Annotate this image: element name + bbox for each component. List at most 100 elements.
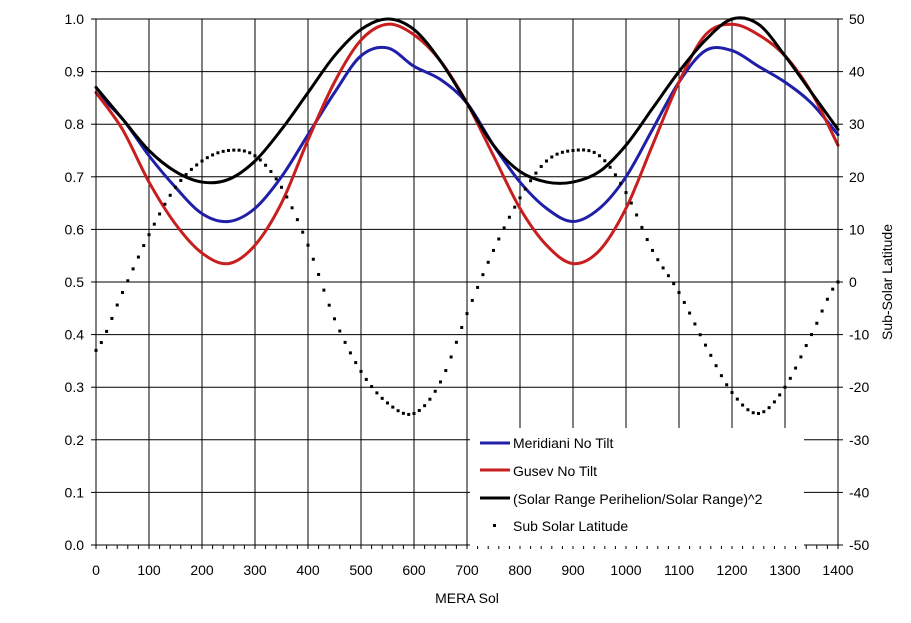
data-point xyxy=(672,282,676,286)
x-tick-label: 1200 xyxy=(716,562,747,578)
x-tick-label: 200 xyxy=(190,562,214,578)
data-point xyxy=(158,212,162,216)
data-point xyxy=(725,383,729,387)
x-tick-label: 1000 xyxy=(610,562,641,578)
y2-tick-label: 40 xyxy=(849,64,865,80)
data-point xyxy=(274,177,278,181)
data-point xyxy=(189,167,193,171)
data-point xyxy=(741,403,745,407)
data-point xyxy=(698,333,702,337)
data-point xyxy=(645,238,649,242)
y-tick-label: 0.9 xyxy=(65,64,85,80)
data-point xyxy=(550,155,554,159)
y2-tick-label: 10 xyxy=(849,221,865,237)
legend: Meridiani No Tilt Gusev No Tilt (Solar R… xyxy=(470,428,804,546)
data-point xyxy=(295,218,299,222)
data-point xyxy=(529,179,533,183)
data-point xyxy=(666,274,670,278)
data-point xyxy=(513,205,517,209)
data-point xyxy=(391,405,395,409)
data-point xyxy=(783,385,787,389)
data-point xyxy=(232,148,236,152)
data-point xyxy=(348,351,352,355)
data-point xyxy=(147,233,151,237)
data-point xyxy=(205,156,209,160)
x-tick-label: 100 xyxy=(137,562,161,578)
data-point xyxy=(582,148,586,152)
data-point xyxy=(131,267,135,271)
data-point xyxy=(317,273,321,277)
data-point xyxy=(211,153,215,157)
data-point xyxy=(815,321,819,325)
data-point xyxy=(497,237,501,241)
data-point xyxy=(359,369,363,373)
legend-label-meridiani: Meridiani No Tilt xyxy=(513,435,613,451)
data-point xyxy=(470,298,474,302)
data-point xyxy=(412,412,416,415)
data-point xyxy=(136,255,140,259)
x-tick-label: 700 xyxy=(455,562,479,578)
data-point xyxy=(476,285,480,289)
y-tick-label: 0.3 xyxy=(65,379,85,395)
legend-swatch-subsolar xyxy=(493,524,496,527)
data-point xyxy=(99,341,103,345)
y2-tick-label: -40 xyxy=(849,484,869,500)
legend-label-subsolar: Sub Solar Latitude xyxy=(513,518,628,534)
data-point xyxy=(264,163,268,167)
data-point xyxy=(327,303,331,307)
data-point xyxy=(788,376,792,380)
data-point xyxy=(794,366,798,370)
y-axis-ticks: 0.0 0.1 0.2 0.3 0.4 0.5 0.6 0.7 0.8 0.9 1.0 xyxy=(65,11,96,553)
data-point xyxy=(772,400,776,404)
data-point xyxy=(746,408,750,412)
data-point xyxy=(492,248,495,252)
data-point xyxy=(539,164,543,168)
data-point xyxy=(184,173,188,177)
data-point xyxy=(624,191,628,195)
data-point xyxy=(810,333,813,337)
data-point xyxy=(152,222,156,226)
data-point xyxy=(168,193,172,197)
data-point xyxy=(401,411,405,415)
x-tick-label: 800 xyxy=(508,562,532,578)
data-point xyxy=(523,187,527,191)
x-tick-label: 1100 xyxy=(664,562,694,578)
data-point xyxy=(560,150,564,154)
data-point xyxy=(195,163,199,167)
data-point xyxy=(608,165,612,169)
data-point xyxy=(661,266,665,270)
data-point xyxy=(280,185,283,189)
data-point xyxy=(820,309,824,313)
data-point xyxy=(115,303,119,307)
series-group xyxy=(94,16,840,416)
x-axis-ticks: 0 100 200 300 400 500 600 700 800 900 1000 1100 1200… xyxy=(92,545,854,578)
legend-label-solar-range: (Solar Range Perihelion/Solar Range)^2 xyxy=(513,491,763,507)
x-tick-label: 1300 xyxy=(769,562,800,578)
data-point xyxy=(688,311,692,315)
y-tick-label: 0.5 xyxy=(65,274,85,290)
data-point xyxy=(571,149,575,152)
data-point xyxy=(333,317,336,321)
y-tick-label: 0.2 xyxy=(65,432,85,448)
data-point xyxy=(242,149,246,153)
data-point xyxy=(121,291,124,295)
data-point xyxy=(439,380,442,384)
legend-box xyxy=(470,428,804,546)
data-point xyxy=(757,412,760,415)
x-tick-label: 500 xyxy=(349,562,373,578)
data-point xyxy=(799,355,803,359)
x-tick-label: 1400 xyxy=(822,562,853,578)
data-point xyxy=(592,150,596,154)
data-point xyxy=(306,243,310,247)
data-point xyxy=(322,288,326,292)
data-point xyxy=(364,377,368,381)
data-point xyxy=(598,154,601,158)
data-point xyxy=(433,389,437,393)
y2-axis-label: Sub-Solar Latitude xyxy=(879,224,895,340)
data-point xyxy=(719,374,723,378)
y2-tick-label: -50 xyxy=(849,537,869,553)
x-axis-label: MERA Sol xyxy=(435,590,499,606)
data-point xyxy=(174,185,177,189)
data-point xyxy=(735,397,739,401)
data-point xyxy=(407,412,411,416)
